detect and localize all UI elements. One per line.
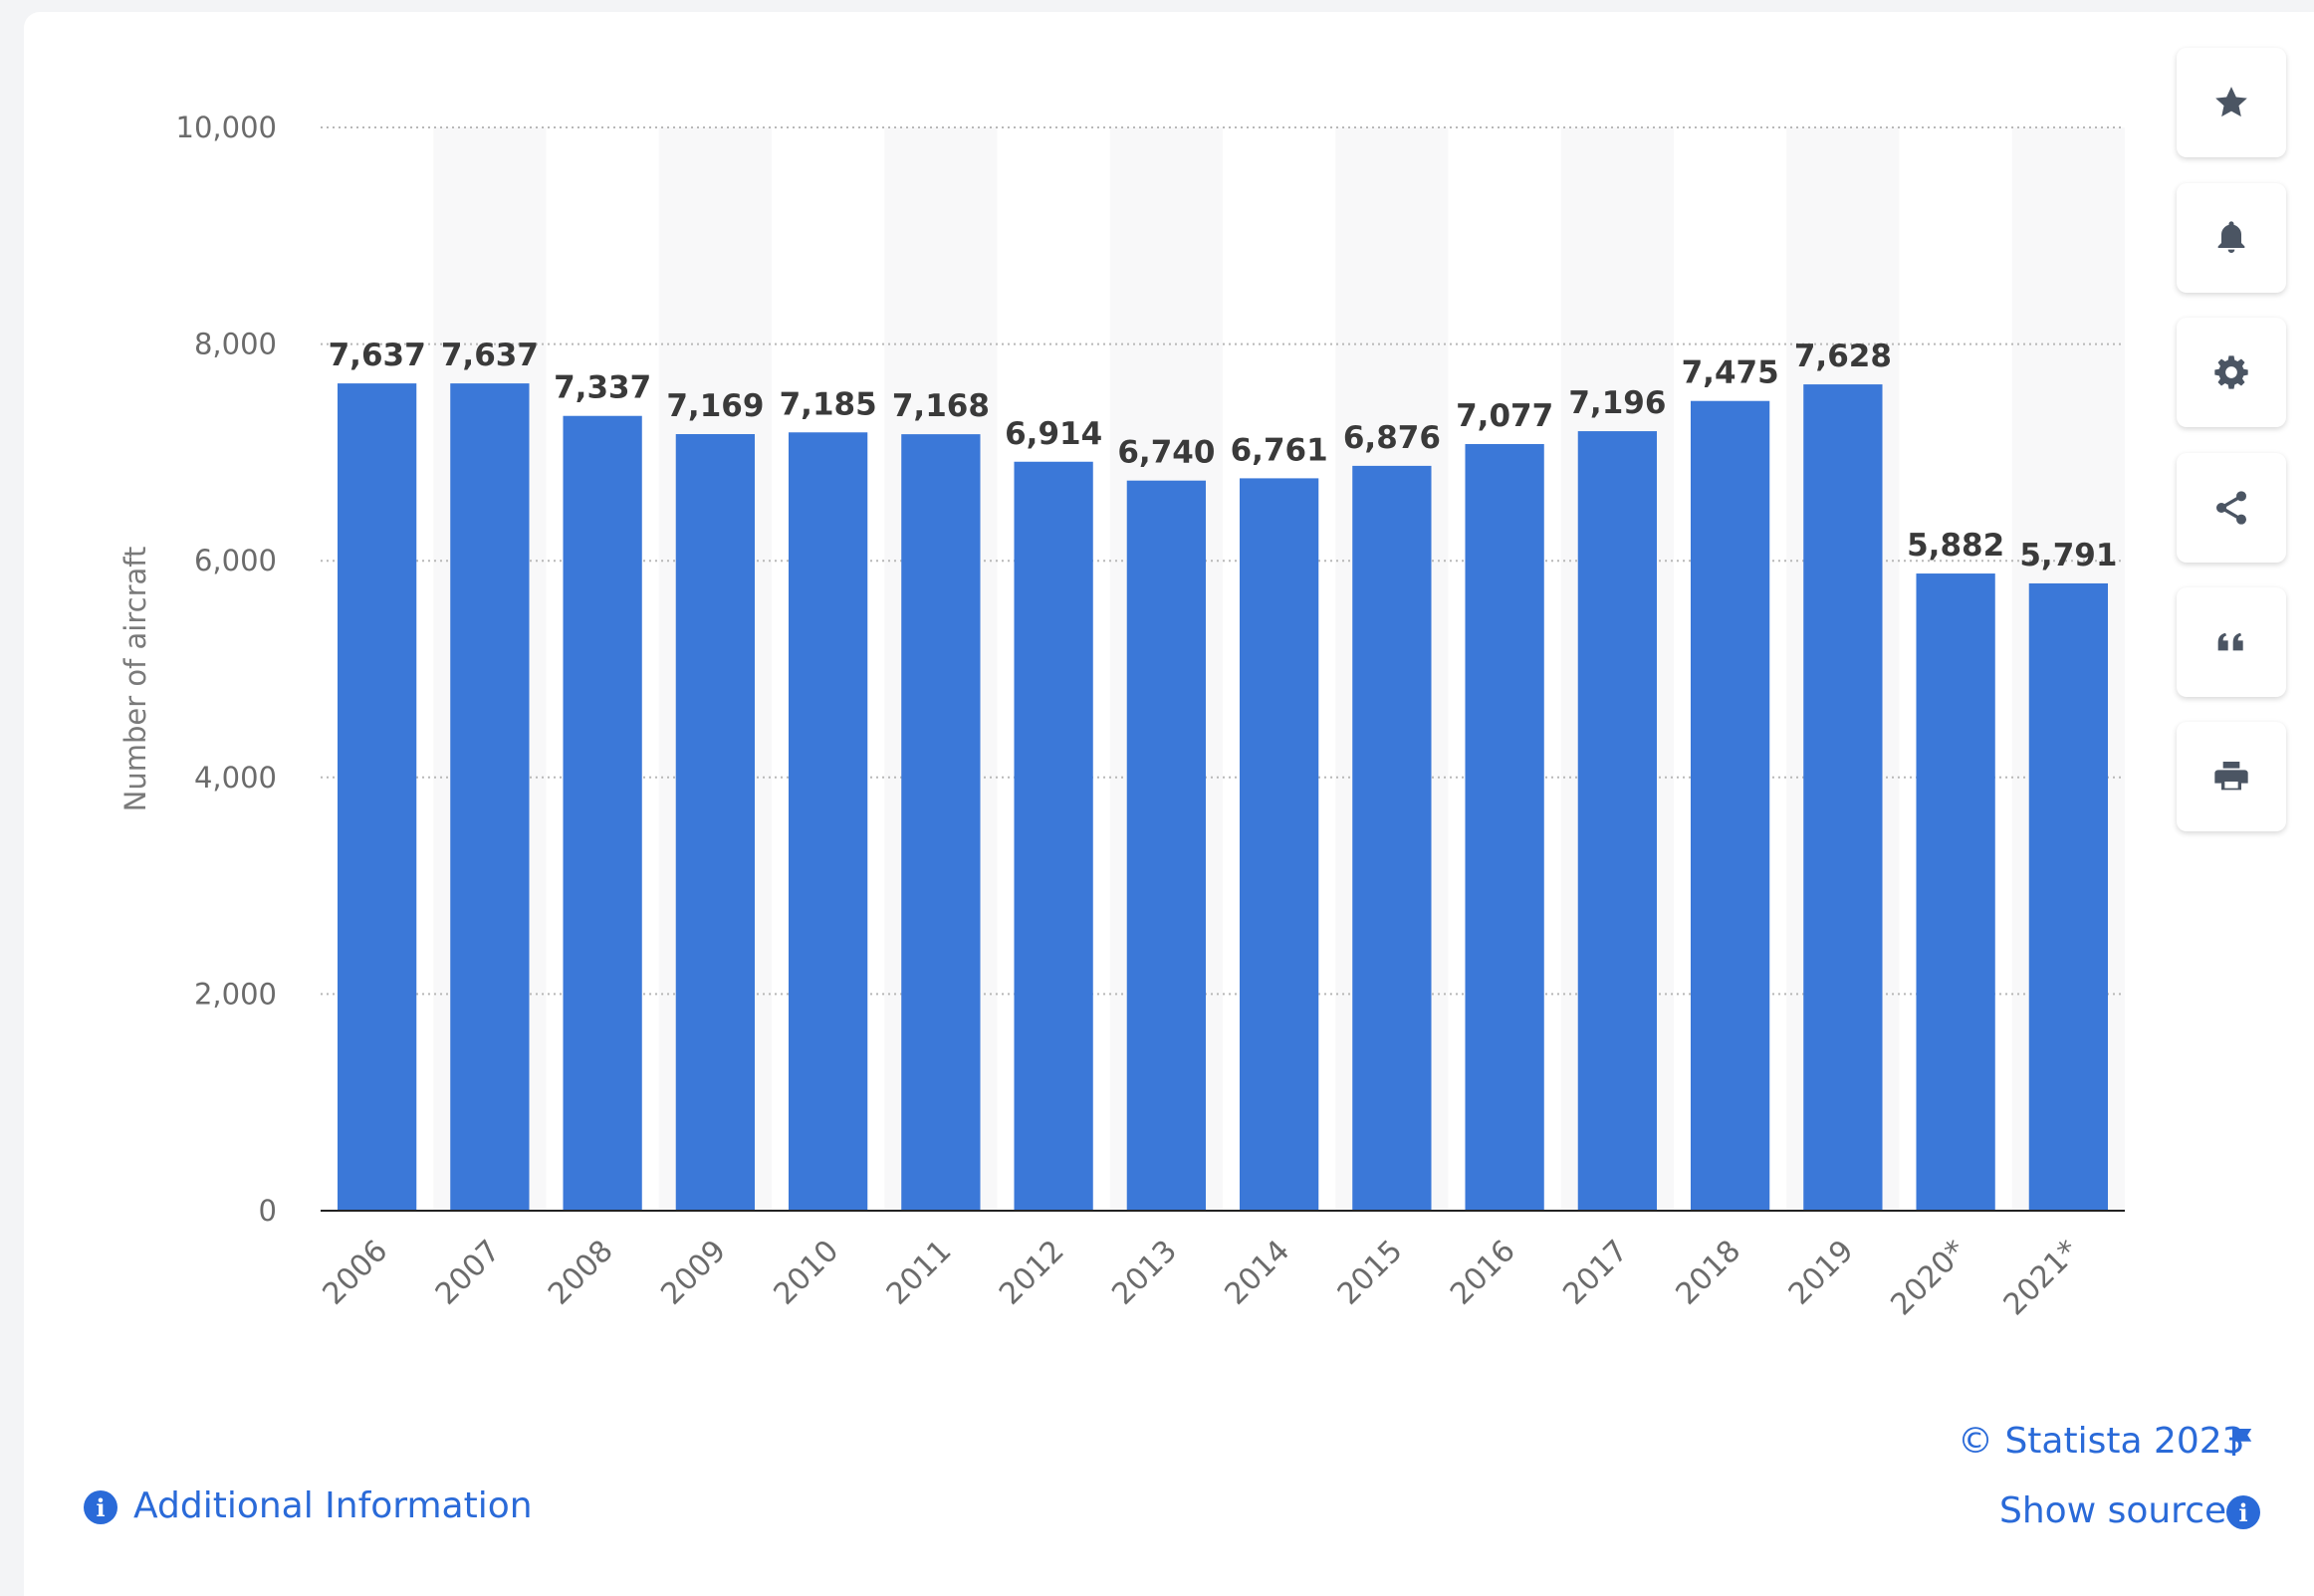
x-tick-label: 2018 <box>1670 1234 1748 1312</box>
x-tick-label: 2019 <box>1782 1234 1861 1312</box>
x-tick-label: 2015 <box>1331 1234 1410 1312</box>
flag-icon[interactable] <box>2228 1426 2254 1458</box>
print-icon <box>2214 762 2248 791</box>
x-tick-label: 2010 <box>768 1234 846 1312</box>
bar[interactable] <box>901 434 981 1212</box>
value-label: 7,168 <box>892 388 990 424</box>
settings-button[interactable] <box>2177 318 2286 427</box>
show-source-link[interactable]: Show source <box>1999 1490 2227 1531</box>
value-label: 7,185 <box>780 386 877 422</box>
x-tick-label: 2017 <box>1556 1234 1635 1312</box>
value-label: 7,337 <box>554 370 651 406</box>
value-label: 7,637 <box>441 338 539 373</box>
print-button[interactable] <box>2177 722 2286 831</box>
x-tick-label: 2014 <box>1219 1234 1297 1312</box>
bar[interactable] <box>1577 431 1658 1211</box>
x-tick-label: 2006 <box>317 1234 395 1312</box>
y-tick-label: 2,000 <box>194 977 277 1011</box>
x-tick-label: 2007 <box>429 1234 508 1312</box>
value-label: 7,196 <box>1568 385 1666 421</box>
value-label: 6,740 <box>1117 435 1215 471</box>
bar[interactable] <box>1014 461 1093 1211</box>
x-tick-label: 2008 <box>542 1234 620 1312</box>
x-tick-label: 2011 <box>880 1234 959 1312</box>
x-tick-label: 2009 <box>654 1234 733 1312</box>
cite-button[interactable] <box>2177 587 2286 697</box>
bar[interactable] <box>1352 465 1432 1211</box>
quote-icon <box>2217 632 2243 651</box>
y-tick-label: 0 <box>259 1194 277 1228</box>
bar[interactable] <box>563 415 642 1212</box>
bar[interactable] <box>1465 444 1544 1211</box>
value-label: 7,077 <box>1456 398 1553 434</box>
bar[interactable] <box>1690 400 1770 1212</box>
bar[interactable] <box>788 432 868 1212</box>
y-tick-label: 8,000 <box>194 328 277 361</box>
y-tick-label: 4,000 <box>194 761 277 795</box>
y-tick-label: 10,000 <box>176 111 277 144</box>
value-label: 5,791 <box>2019 538 2117 573</box>
share-icon <box>2216 491 2246 525</box>
bell-icon <box>2217 221 2245 253</box>
value-label: 6,914 <box>1005 416 1102 452</box>
bar[interactable] <box>2028 582 2109 1211</box>
x-tick-labels: 2006 2007 2008 2009 2010 2011 2012 2013 2014 2015… <box>317 1234 2086 1322</box>
x-tick-label: 2016 <box>1444 1234 1522 1312</box>
copyright-link[interactable]: © Statista 2023 <box>1958 1421 2245 1462</box>
bar[interactable] <box>337 383 417 1212</box>
y-tick-labels: 0 2,000 4,000 6,000 8,000 10,000 <box>176 111 277 1228</box>
value-label: 7,628 <box>1794 339 1892 374</box>
bar[interactable] <box>1239 478 1319 1211</box>
bar[interactable] <box>1803 384 1883 1211</box>
additional-information-link[interactable]: Additional Information <box>133 1485 533 1526</box>
notification-button[interactable] <box>2177 183 2286 293</box>
bar[interactable] <box>1126 480 1207 1211</box>
x-tick-label: 2021* <box>1997 1234 2086 1322</box>
value-label: 7,637 <box>329 338 426 373</box>
star-icon <box>2215 87 2247 117</box>
value-label: 7,169 <box>666 388 764 424</box>
y-tick-label: 6,000 <box>194 544 277 577</box>
value-labels: 7,637 7,637 7,337 7,169 7,185 7,168 6,914 6,740… <box>329 338 2118 573</box>
bar[interactable] <box>1916 573 1995 1211</box>
y-axis-label: Number of aircraft <box>118 547 152 812</box>
value-label: 6,876 <box>1343 420 1441 456</box>
favorite-button[interactable] <box>2177 48 2286 157</box>
bar[interactable] <box>450 383 530 1212</box>
info-icon[interactable]: i <box>84 1490 117 1524</box>
value-label: 5,882 <box>1907 528 2004 564</box>
value-label: 6,761 <box>1231 432 1328 468</box>
x-tick-label: 2020* <box>1884 1234 1972 1322</box>
x-tick-label: 2012 <box>993 1234 1071 1312</box>
bar[interactable] <box>675 434 756 1211</box>
info-icon[interactable]: i <box>2226 1495 2260 1529</box>
bars <box>337 383 2109 1212</box>
share-button[interactable] <box>2177 453 2286 563</box>
value-label: 7,475 <box>1682 355 1779 391</box>
x-tick-label: 2013 <box>1105 1234 1184 1312</box>
gear-icon <box>2214 355 2248 389</box>
